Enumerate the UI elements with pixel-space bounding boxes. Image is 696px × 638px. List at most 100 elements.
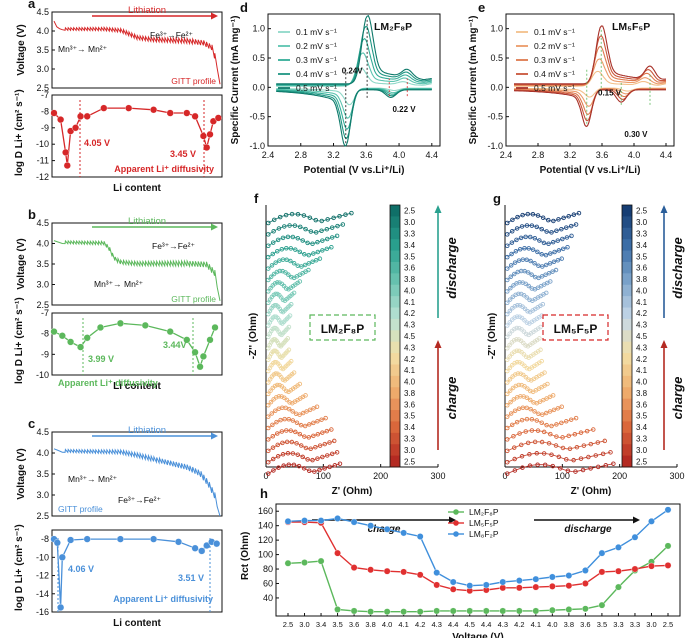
nyquist-point bbox=[274, 395, 279, 400]
colorbar-label: 3.5 bbox=[636, 412, 648, 421]
nyquist-point bbox=[275, 237, 281, 243]
lithiation-arrow-c-head bbox=[211, 432, 218, 440]
nyquist-point bbox=[505, 323, 510, 328]
nyquist-point bbox=[539, 274, 545, 279]
nyquist-point bbox=[273, 291, 278, 297]
nyquist-point bbox=[548, 279, 553, 284]
nyquist-point bbox=[302, 262, 308, 268]
xtick-label: 4.2 bbox=[514, 620, 524, 629]
discharge-arrow-g-head bbox=[660, 205, 668, 213]
colorbar-label: 4.2 bbox=[636, 355, 648, 364]
colorbar-cell bbox=[622, 284, 632, 297]
diffusivity-point bbox=[100, 104, 108, 112]
nyquist-point bbox=[276, 226, 282, 231]
nyquist-point bbox=[302, 423, 308, 429]
diffusivity-point bbox=[199, 132, 208, 140]
ytick-label: -8 bbox=[41, 106, 49, 116]
colorbar-cell bbox=[622, 205, 632, 217]
ytick-label: 2.5 bbox=[36, 511, 49, 521]
nyquist-point bbox=[535, 213, 541, 218]
colorbar-cell bbox=[390, 364, 400, 377]
ytick-label: 4.0 bbox=[36, 26, 49, 36]
ytick-label: 4.5 bbox=[36, 427, 49, 437]
colorbar-cell bbox=[622, 375, 632, 388]
nyquist-point bbox=[505, 414, 510, 419]
nyquist-point bbox=[299, 443, 304, 448]
nyquist-point bbox=[580, 467, 586, 473]
nyquist-point bbox=[313, 230, 319, 235]
nyquist-point bbox=[505, 277, 510, 283]
ytick-label: 2.5 bbox=[36, 83, 49, 93]
nyquist-point bbox=[292, 223, 298, 228]
ytick-label: 1.0 bbox=[490, 24, 503, 34]
nyquist-point bbox=[564, 457, 569, 462]
nyquist-point bbox=[540, 215, 546, 220]
nyquist-point bbox=[573, 222, 579, 227]
colorbar-label: 4.3 bbox=[404, 343, 416, 352]
nyquist-point bbox=[266, 403, 271, 408]
nyquist-point bbox=[273, 260, 278, 265]
nyquist-point bbox=[327, 440, 332, 445]
diffusivity-point bbox=[50, 109, 58, 117]
rct-point bbox=[664, 562, 672, 569]
nyquist-point bbox=[287, 400, 292, 405]
rct-point bbox=[548, 606, 556, 614]
rct-point bbox=[565, 582, 573, 590]
xtick-label: 4.3 bbox=[498, 620, 508, 629]
legend-entry: 0.4 mV s⁻¹ bbox=[534, 69, 575, 79]
nyquist-point bbox=[536, 275, 541, 281]
colorbar-label: 4.1 bbox=[404, 298, 416, 307]
legend-entry: 0.1 mV s⁻¹ bbox=[296, 27, 337, 37]
nyquist-point bbox=[515, 214, 520, 220]
nyquist-point bbox=[519, 327, 524, 332]
diffusivity-point bbox=[141, 321, 149, 330]
ytick-label: -10 bbox=[36, 552, 49, 562]
nyquist-point bbox=[524, 223, 530, 228]
nyquist-point bbox=[272, 281, 278, 286]
nyquist-point bbox=[269, 411, 275, 416]
cv-curve-anodic bbox=[514, 25, 667, 85]
nyquist-point bbox=[325, 453, 330, 458]
discharge-label: discharge bbox=[670, 237, 685, 298]
ytick-label: -0.5 bbox=[249, 112, 265, 122]
ytick-label: -8 bbox=[41, 329, 49, 339]
xtick-label: 4.0 bbox=[382, 620, 392, 629]
colorbar-cell bbox=[390, 410, 400, 422]
rct-point bbox=[532, 583, 540, 591]
colorbar-cell bbox=[622, 261, 632, 274]
nyquist-point bbox=[586, 454, 591, 460]
nyquist-point bbox=[576, 210, 582, 216]
diffusivity-point bbox=[66, 338, 75, 346]
nyquist-point bbox=[578, 456, 584, 461]
ytick-label: -10 bbox=[36, 139, 49, 149]
xtick-label: 4.0 bbox=[393, 150, 406, 160]
xtick-label: 4.0 bbox=[547, 620, 557, 629]
rct-point bbox=[615, 583, 622, 591]
rct-point bbox=[400, 529, 408, 537]
nyquist-point bbox=[538, 347, 543, 353]
nyquist-point bbox=[512, 271, 517, 277]
rct-point bbox=[449, 578, 457, 586]
nyquist-point bbox=[550, 393, 556, 398]
diffusivity-point bbox=[150, 535, 158, 543]
nyquist-point bbox=[572, 431, 578, 437]
rct-point bbox=[367, 566, 375, 574]
nyquist-point bbox=[272, 383, 278, 389]
nyquist-point bbox=[524, 405, 529, 411]
colorbar-cell bbox=[622, 341, 632, 354]
nyquist-point bbox=[293, 429, 298, 435]
nyquist-point bbox=[554, 434, 559, 439]
xtick-label: 4.1 bbox=[398, 620, 408, 629]
rct-point bbox=[433, 607, 441, 615]
ytick-label: -10 bbox=[36, 370, 49, 380]
colorbar-cell bbox=[390, 341, 400, 354]
x-axis-label: Li content bbox=[113, 381, 161, 392]
xtick-label: 2.4 bbox=[500, 150, 513, 160]
charge-arrow-h-head bbox=[449, 516, 456, 524]
ytick-label: -8 bbox=[41, 534, 49, 544]
nyquist-point bbox=[285, 451, 291, 456]
nyquist-point bbox=[551, 218, 556, 224]
lithiation-label: Lithiation bbox=[128, 5, 166, 16]
colorbar-cell bbox=[390, 205, 400, 217]
